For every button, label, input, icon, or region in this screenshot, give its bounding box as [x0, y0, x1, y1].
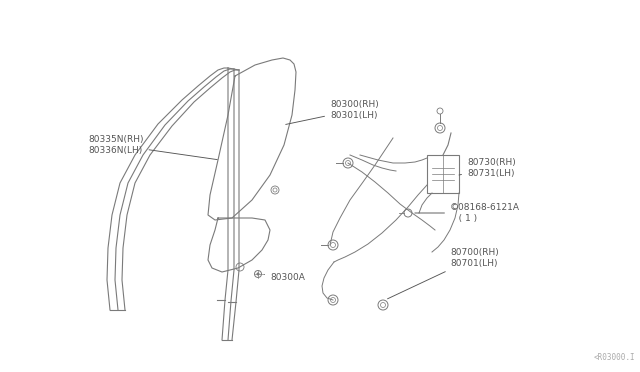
Text: 80730(RH)
80731(LH): 80730(RH) 80731(LH) — [459, 158, 516, 178]
Text: 80335N(RH)
80336N(LH): 80335N(RH) 80336N(LH) — [88, 135, 217, 160]
Text: <R03000.I: <R03000.I — [593, 353, 635, 362]
Text: ©08168-6121A
   ( 1 ): ©08168-6121A ( 1 ) — [415, 203, 520, 223]
Text: 80300(RH)
80301(LH): 80300(RH) 80301(LH) — [285, 100, 379, 124]
Text: 80300A: 80300A — [264, 273, 305, 282]
Text: 80700(RH)
80701(LH): 80700(RH) 80701(LH) — [387, 248, 499, 299]
Circle shape — [257, 273, 259, 276]
